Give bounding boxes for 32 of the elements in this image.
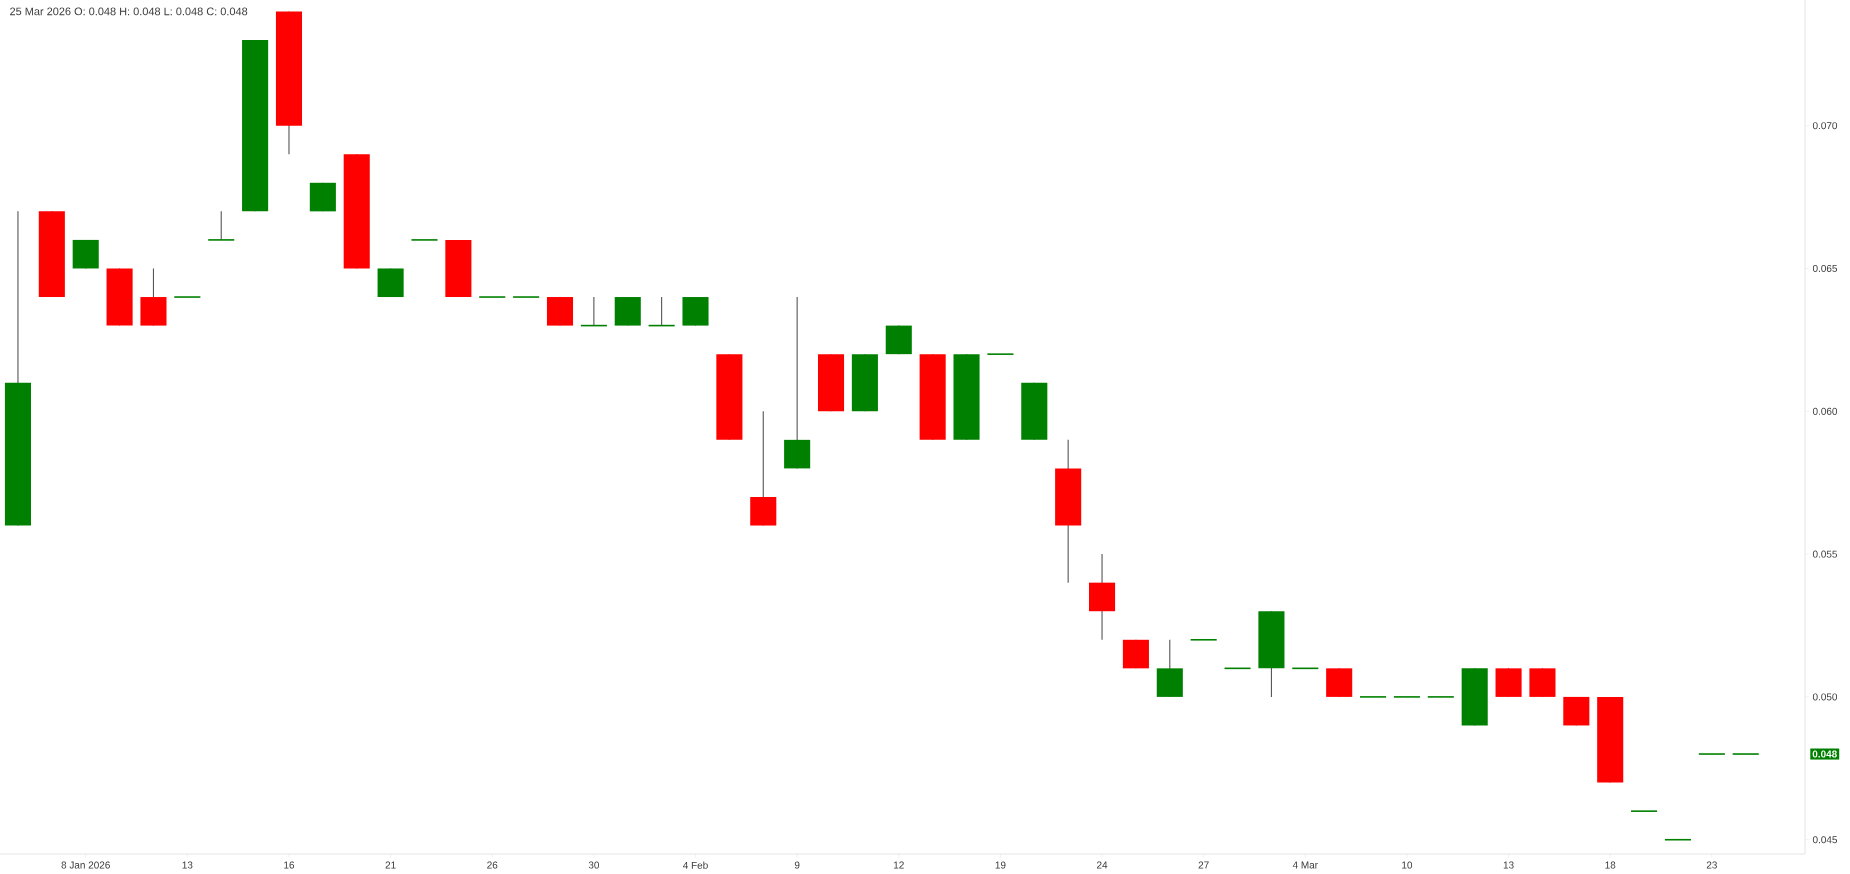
y-tick-label: 0.050 (1812, 693, 1838, 701)
x-tick-label: 13 (182, 861, 193, 869)
x-tick-label: 13 (1503, 861, 1514, 869)
x-tick-label: 4 Mar (1292, 861, 1318, 869)
candlestick (647, 296, 676, 327)
candlestick (1223, 667, 1252, 670)
x-tick-label: 30 (588, 861, 600, 869)
x-tick-label: 19 (995, 861, 1006, 869)
candlestick (1291, 667, 1320, 670)
y-tick-label: 0.055 (1812, 550, 1838, 558)
x-tick-label: 24 (1097, 861, 1108, 869)
x-tick-label: 12 (894, 861, 904, 869)
candlestick (207, 210, 236, 241)
x-tick-label: 4 Feb (683, 861, 708, 869)
x-tick-label: 21 (385, 861, 396, 869)
x-tick-label: 8 Jan 2026 (61, 861, 110, 869)
x-tick-label: 9 (794, 861, 800, 869)
x-tick-label: 23 (1706, 861, 1717, 869)
text: 0.048 (1812, 750, 1837, 758)
y-tick-label: 0.065 (1812, 264, 1838, 272)
y-tick-label: 0.045 (1812, 836, 1838, 844)
x-tick-label: 26 (487, 861, 498, 869)
x-tick-label: 16 (284, 861, 295, 869)
x-tick-label: 10 (1402, 861, 1413, 869)
candlestick (580, 296, 608, 327)
candlestick (1664, 838, 1692, 841)
y-tick-label: 0.060 (1812, 407, 1838, 415)
annotation: 25 Mar 2026 O: 0.048 H: 0.048 L: 0.048 C: 0.048 (10, 7, 248, 16)
x-tick-label: 27 (1198, 861, 1209, 869)
x-tick-label: 18 (1605, 861, 1616, 869)
candlestick (1189, 638, 1218, 641)
y-tick-label: 0.070 (1812, 122, 1838, 130)
